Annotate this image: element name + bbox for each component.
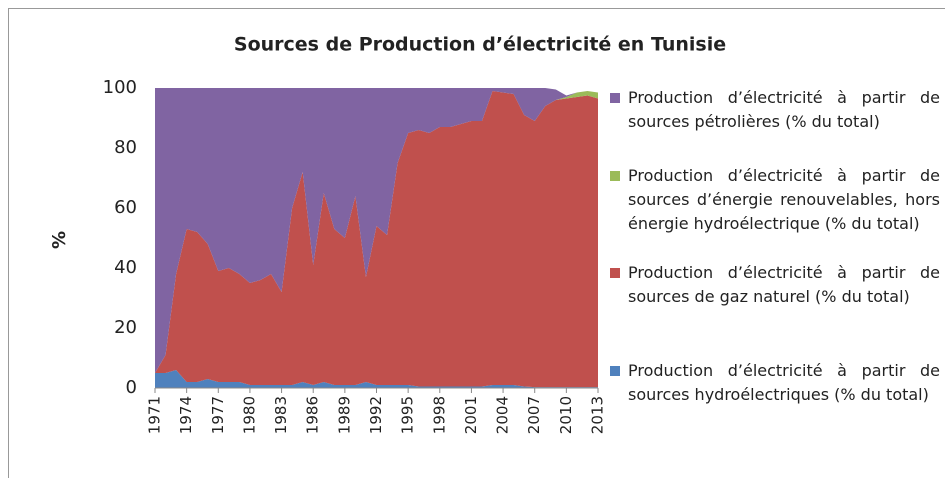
y-tick-label: 100	[103, 77, 137, 98]
legend-label: Production d’électricité à partir de sou…	[628, 166, 940, 233]
legend-swatch	[610, 171, 620, 181]
area	[155, 88, 598, 373]
x-tick-label: 2013	[589, 396, 607, 434]
legend-item: Production d’électricité à partir de sou…	[610, 86, 940, 134]
y-tick-label: 20	[114, 317, 137, 338]
x-tick-label: 1992	[367, 396, 385, 434]
x-tick-label: 1980	[240, 396, 258, 434]
y-tick-label: 0	[126, 377, 137, 398]
chart-frame	[8, 8, 945, 478]
area	[155, 91, 598, 388]
y-axis-label: %	[49, 231, 70, 249]
x-tick-label: 2010	[557, 396, 575, 434]
x-tick-label: 2004	[494, 396, 512, 434]
x-tick-label: 1986	[304, 396, 322, 434]
legend-swatch	[610, 93, 620, 103]
x-tick-label: 2007	[525, 396, 543, 434]
x-tick-label: 1989	[335, 396, 353, 434]
x-tick-label: 1977	[209, 396, 227, 434]
legend-label: Production d’électricité à partir de sou…	[628, 263, 940, 306]
area	[155, 370, 598, 388]
legend-label: Production d’électricité à partir de sou…	[628, 88, 940, 131]
legend-item: Production d’électricité à partir de sou…	[610, 261, 940, 309]
y-tick-label: 60	[114, 197, 137, 218]
legend-swatch	[610, 366, 620, 376]
x-tick-label: 1995	[399, 396, 417, 434]
legend-item: Production d’électricité à partir de sou…	[610, 359, 940, 407]
y-tick-label: 40	[114, 257, 137, 278]
x-tick-label: 2001	[462, 396, 480, 434]
chart-title: Sources de Production d’électricité en T…	[234, 34, 726, 56]
legend-label: Production d’électricité à partir de sou…	[628, 361, 940, 404]
x-tick-label: 1974	[177, 396, 195, 434]
legend-swatch	[610, 268, 620, 278]
y-tick-label: 80	[114, 137, 137, 158]
x-tick-label: 1983	[272, 396, 290, 434]
x-tick-label: 1971	[146, 396, 164, 434]
legend-item: Production d’électricité à partir de sou…	[610, 164, 940, 236]
x-tick-label: 1998	[430, 396, 448, 434]
